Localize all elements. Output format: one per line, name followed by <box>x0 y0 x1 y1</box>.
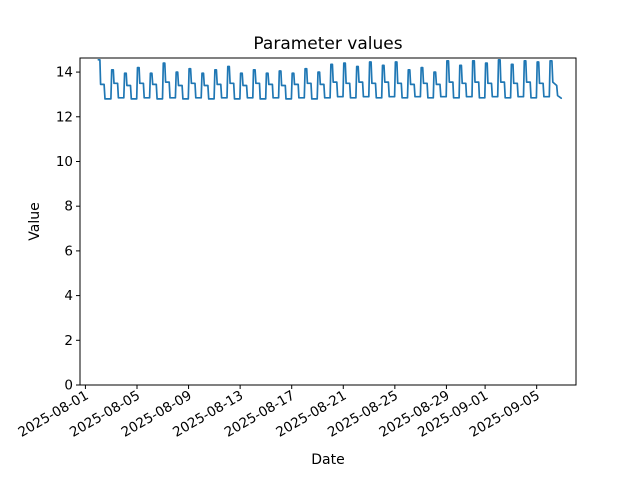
y-tick-label: 6 <box>64 243 73 259</box>
axes-frame <box>79 57 577 386</box>
x-axis-label: Date <box>311 452 344 468</box>
y-tick-label: 10 <box>56 154 73 170</box>
y-tick-label: 14 <box>56 65 73 81</box>
y-tick-label: 8 <box>64 199 73 215</box>
y-axis-label: Value <box>27 202 43 240</box>
chart-title: Parameter values <box>253 34 402 54</box>
plot-area <box>80 58 576 385</box>
y-tick-label: 12 <box>56 109 73 125</box>
y-tick-label: 2 <box>64 333 73 349</box>
series-group <box>97 58 563 100</box>
y-tick-label: 0 <box>64 378 73 394</box>
series-line <box>97 58 563 100</box>
y-axis-ticks: 0 2 4 6 8 10 12 14 <box>56 65 80 394</box>
y-tick-label: 4 <box>64 288 73 304</box>
